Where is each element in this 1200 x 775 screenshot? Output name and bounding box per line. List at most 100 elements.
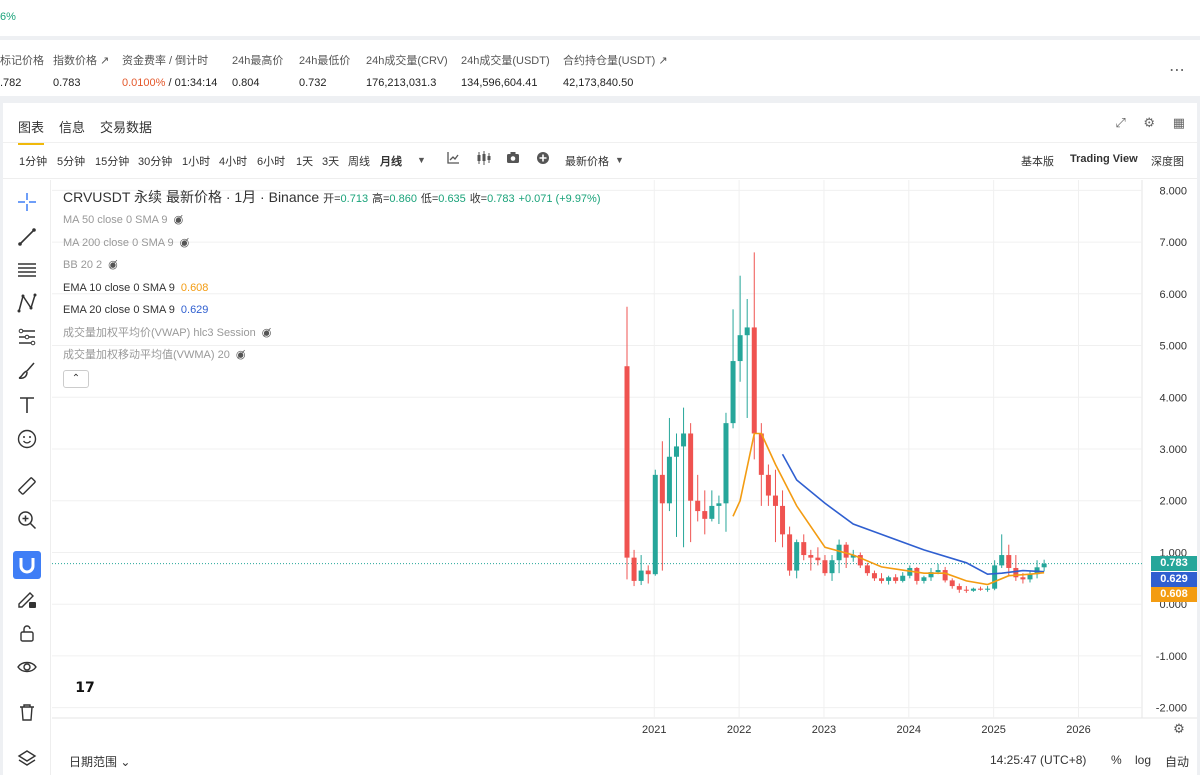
close-value: 0.783 (487, 193, 515, 205)
timeframe-1mo[interactable]: 月线 (380, 156, 402, 168)
line-chart-icon[interactable] (446, 151, 460, 168)
candle-body (780, 505, 786, 535)
eye-hidden-icon[interactable]: ◉̸ (173, 214, 184, 226)
ruler-icon[interactable] (13, 472, 41, 500)
funding-countdown: / 01:34:14 (165, 77, 218, 89)
eye-icon[interactable] (13, 653, 41, 681)
percent-scale-toggle[interactable]: % (1111, 753, 1122, 767)
stat-label[interactable]: 合约持仓量(USDT) ↗ (563, 55, 668, 67)
eye-hidden-icon[interactable]: ◉̸ (235, 349, 246, 361)
view-tradingview[interactable]: Trading View (1070, 153, 1138, 165)
eye-hidden-icon[interactable]: ◉̸ (179, 236, 190, 249)
indicator-label: BB 20 2 (63, 259, 103, 271)
collapse-legend-button[interactable]: ⌃ (63, 369, 89, 388)
price-chart[interactable]: 8.000 7.000 6.000 5.000 4.000 3.000 2.000 1.000… (52, 180, 1197, 775)
clock-display[interactable]: 14:25:47 (UTC+8) (990, 753, 1087, 767)
panel-window-controls: ⤢ ⚙ ▦ (1101, 115, 1185, 131)
emoji-icon[interactable] (13, 425, 41, 453)
y-tick-label: 4.000 (1159, 392, 1187, 404)
grid-icon[interactable]: ▦ (1172, 115, 1185, 130)
candle-body (624, 366, 630, 558)
auto-scale-toggle[interactable]: 自动 (1165, 755, 1190, 769)
layers-icon[interactable] (13, 745, 41, 773)
stat-label[interactable]: 指数价格 ↗ (53, 55, 110, 67)
candle-body (1041, 563, 1047, 568)
fib-tool-icon[interactable] (13, 323, 41, 351)
tab-trading-data[interactable]: 交易数据 (100, 120, 153, 135)
camera-icon[interactable] (506, 151, 520, 167)
eye-hidden-icon[interactable]: ◉̸ (261, 326, 272, 339)
stat-open-interest[interactable]: 合约持仓量(USDT) ↗ 42,173,840.50 (563, 52, 668, 89)
indicator-vwap[interactable]: 成交量加权平均价(VWAP) hlc3 Session ◉̸ (63, 322, 601, 345)
indicator-ema20[interactable]: EMA 20 close 0 SMA 9 0.629 (63, 299, 601, 322)
eye-hidden-icon[interactable]: ◉̸ (108, 259, 118, 271)
chevron-down-icon[interactable]: ▼ (615, 155, 624, 165)
y-tick-label: 6.000 (1159, 289, 1187, 301)
candlestick-icon[interactable] (476, 151, 492, 168)
magnet-icon[interactable] (13, 551, 41, 579)
candle-body (836, 544, 842, 561)
indicator-ma50[interactable]: MA 50 close 0 SMA 9 ◉̸ (63, 209, 601, 232)
date-range-button[interactable]: 日期范围 ⌄ (69, 755, 131, 769)
more-options-icon[interactable]: ⋯ (1169, 62, 1186, 79)
timeframe-5m[interactable]: 5分钟 (57, 156, 86, 168)
settings-icon[interactable]: ⚙ (1143, 115, 1156, 130)
indicator-ema10[interactable]: EMA 10 close 0 SMA 9 0.608 (63, 277, 601, 300)
view-depth[interactable]: 深度图 (1151, 156, 1184, 168)
ema10-line (732, 432, 1045, 586)
chart-tabs: 图表 信息 交易数据 ⤢ ⚙ ▦ (3, 103, 1197, 145)
ema20-line (781, 453, 1045, 576)
log-scale-toggle[interactable]: log (1135, 753, 1152, 767)
y-tick-label: 3.000 (1159, 444, 1187, 456)
tab-info[interactable]: 信息 (59, 120, 86, 135)
brush-icon[interactable] (13, 357, 41, 385)
candle-body (822, 560, 828, 574)
zoom-in-icon[interactable] (13, 506, 41, 534)
trash-icon[interactable] (13, 698, 41, 726)
lock-drawing-icon[interactable] (13, 585, 41, 613)
timeframe-3d[interactable]: 3天 (322, 156, 340, 168)
indicator-ma200[interactable]: MA 200 close 0 SMA 9 ◉̸ (63, 232, 601, 255)
expand-icon[interactable]: ⤢ (1115, 115, 1126, 130)
candle-body (709, 505, 715, 519)
funding-rate-value: 0.0100% (122, 77, 166, 89)
stat-label: 24h成交量(CRV) (366, 55, 448, 67)
timeframe-4h[interactable]: 4小时 (219, 156, 248, 168)
low-label: 低= (420, 193, 439, 205)
candle-body (659, 474, 665, 504)
chevron-down-icon[interactable]: ▼ (417, 155, 426, 165)
stat-value: .782 (0, 77, 22, 89)
candle-body (751, 327, 757, 434)
horizontal-lines-icon[interactable] (13, 256, 41, 284)
timeframe-1d[interactable]: 1天 (296, 156, 314, 168)
ema10-value: 0.608 (180, 281, 209, 294)
add-indicator-icon[interactable] (536, 151, 550, 168)
y-tick-label: 5.000 (1159, 341, 1187, 353)
stat-index-price[interactable]: 指数价格 ↗ 0.783 (53, 52, 109, 89)
axis-settings-icon[interactable]: ⚙ (1173, 722, 1185, 737)
trend-line-icon[interactable] (13, 223, 41, 251)
timeframe-6h[interactable]: 6小时 (257, 156, 286, 168)
candle-body (829, 560, 835, 574)
candle-body (871, 573, 877, 579)
pattern-icon[interactable] (13, 289, 41, 317)
stat-value: 0.783 (53, 77, 81, 89)
crosshair-icon[interactable] (13, 188, 41, 216)
tab-chart[interactable]: 图表 (18, 117, 45, 145)
indicator-vwma[interactable]: 成交量加权移动平均值(VWMA) 20 ◉̸ (63, 344, 601, 367)
stat-label: 24h最低价 (299, 55, 351, 67)
unlock-icon[interactable] (13, 619, 41, 647)
candle-body (992, 565, 998, 589)
view-basic[interactable]: 基本版 (1021, 156, 1054, 168)
indicator-bb[interactable]: BB 20 2 ◉̸ (63, 254, 601, 277)
x-tick-label: 2024 (897, 724, 921, 736)
candle-body (716, 503, 722, 506)
timeframe-30m[interactable]: 30分钟 (138, 156, 173, 168)
price-type-select[interactable]: 最新价格 (565, 156, 609, 168)
timeframe-15m[interactable]: 15分钟 (95, 156, 130, 168)
text-tool-icon[interactable] (13, 391, 41, 419)
timeframe-1w[interactable]: 周线 (348, 156, 370, 168)
timeframe-1m[interactable]: 1分钟 (19, 156, 48, 168)
chart-canvas[interactable]: 8.0007.0006.0005.0004.0003.0002.0001.000… (52, 180, 1197, 740)
timeframe-1h[interactable]: 1小时 (182, 156, 211, 168)
